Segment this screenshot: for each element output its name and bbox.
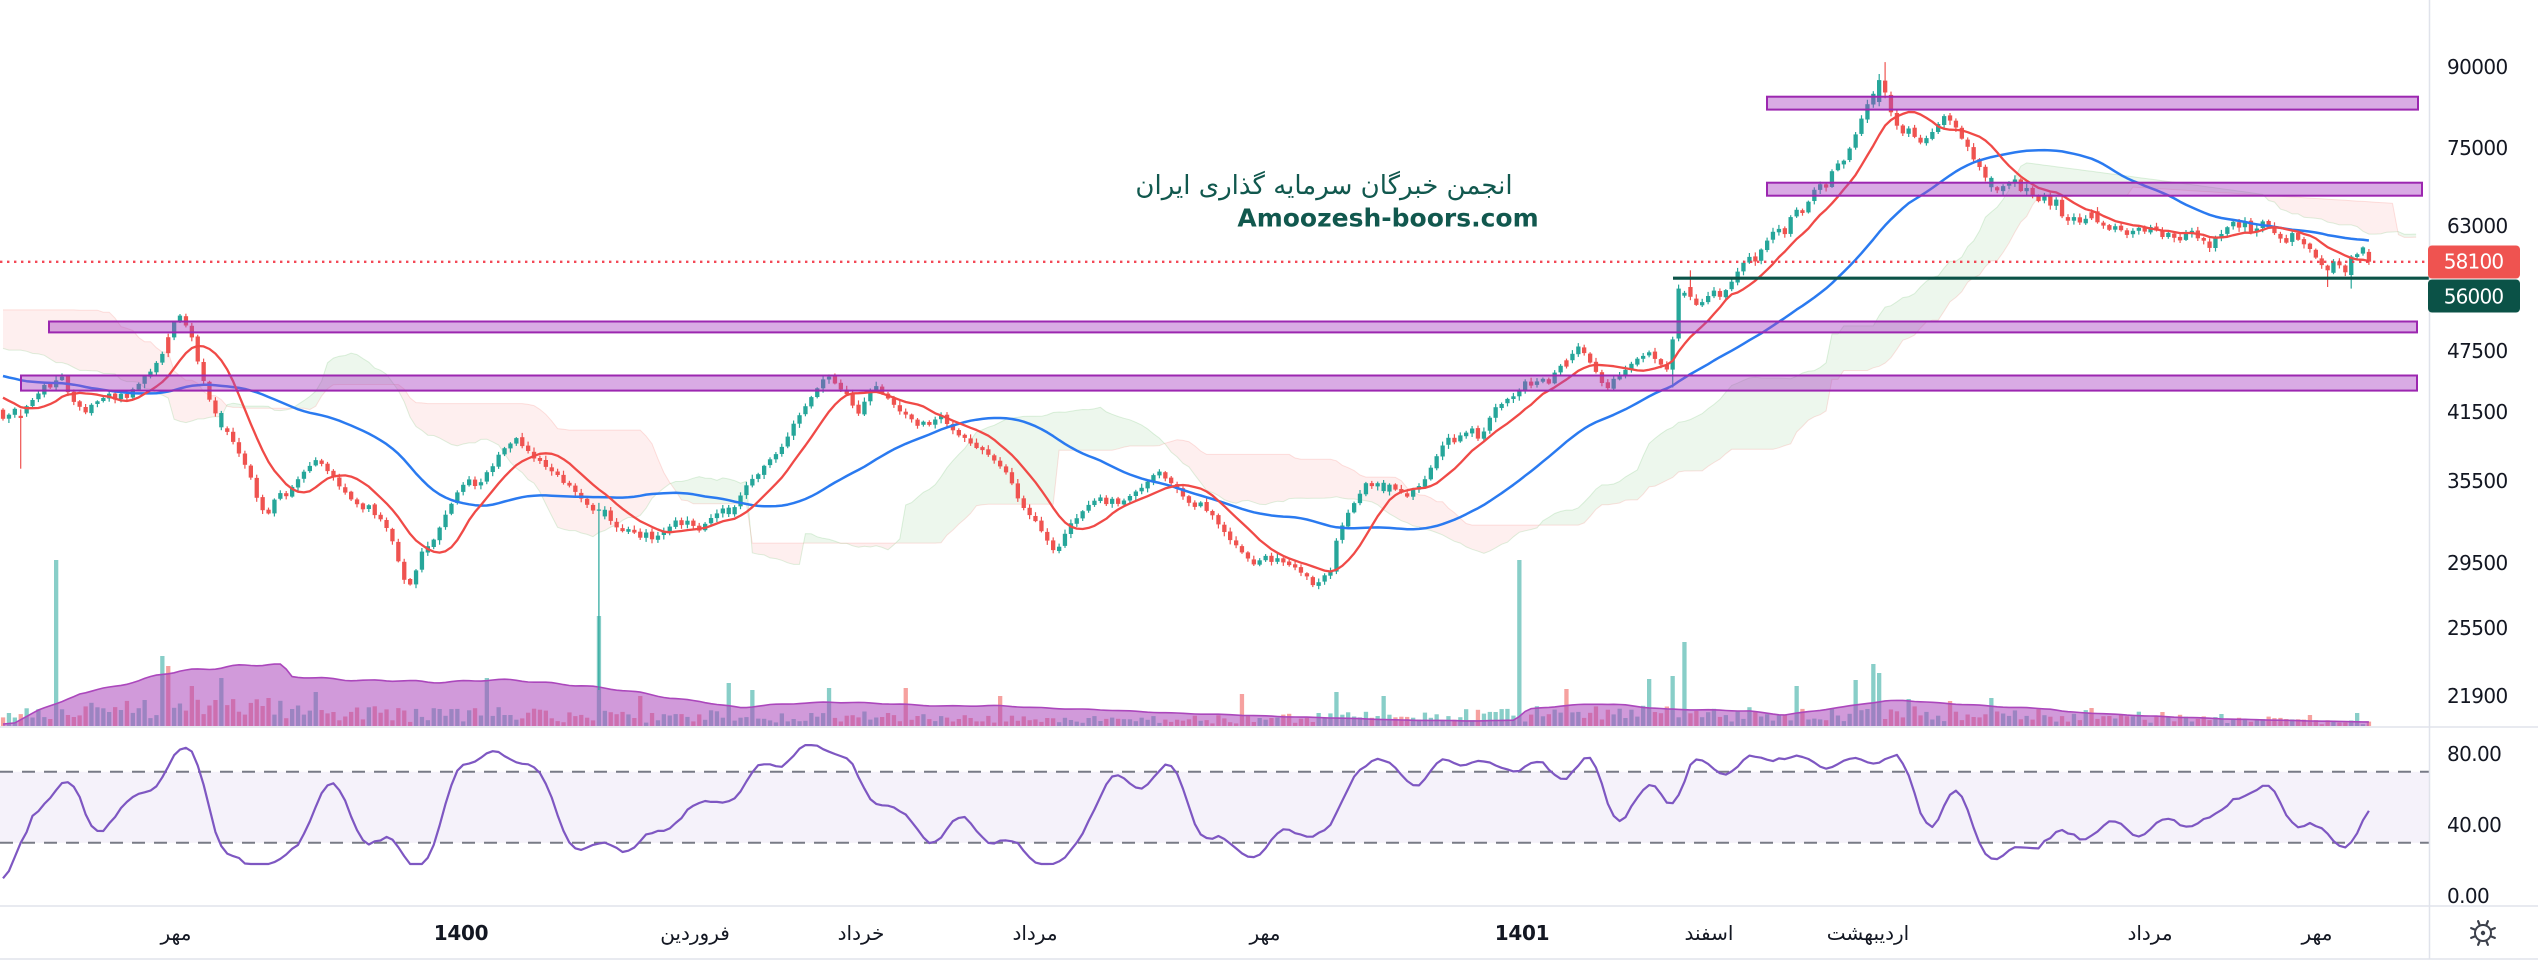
price-tick-label: 47500 [2447,339,2508,364]
time-tick-label: اردیبهشت [1826,921,1910,945]
ichimoku-cloud-bearish [840,543,896,550]
ichimoku-cloud-bullish [803,533,841,544]
supply-demand-zone[interactable] [1766,95,2419,111]
main-pane[interactable] [0,62,2430,726]
time-tick-label: خرداد [837,921,885,945]
volume-ma-line [2,663,2369,725]
ma-slow-line[interactable] [2,148,2370,531]
ichimoku-cloud-bearish [271,408,293,411]
ichimoku-cloud-bullish [1539,162,2264,526]
last-price-tag: 58100 [2427,245,2520,279]
candlestick-series[interactable] [0,62,2372,690]
time-tick-label: مهر [2301,921,2333,945]
supply-demand-zone[interactable] [1766,181,2423,197]
price-tick-label: 41500 [2447,399,2508,424]
ichimoku-cloud-bearish [750,531,804,565]
price-tick-label: 29500 [2447,551,2508,576]
ichimoku-cloud-bullish [2397,231,2417,238]
time-tick-label: 1401 [1494,921,1550,945]
time-tick-label: مهر [1249,921,1281,945]
price-tick-label: 25500 [2447,616,2508,641]
ichimoku-cloud-bearish [3,309,227,423]
time-tick-label: 1400 [433,921,489,945]
price-tick-label: 35500 [2447,469,2508,493]
time-tick-label: اسفند [1684,921,1734,945]
ichimoku-cloud-bearish [2263,195,2398,235]
watermark-line2: Amoozesh-boors.com [1237,203,1539,233]
supply-demand-zone[interactable] [20,374,2418,392]
volume-ma-area [3,664,2369,726]
time-tick-label: فروردین [660,921,730,945]
ichimoku-cloud-bearish [393,384,671,537]
time-tick-label: مرداد [2127,921,2173,945]
rsi-band [0,771,2430,843]
axis-settings-gear-icon[interactable] [2466,916,2500,950]
rsi-pane[interactable] [0,744,2430,879]
ichimoku-cloud-bullish [226,403,272,409]
rsi-tick-label: 0.00 [2447,884,2490,908]
supply-demand-zone[interactable] [48,320,2418,334]
price-tick-label: 21900 [2447,684,2508,708]
time-tick-label: مرداد [1012,921,1058,945]
price-tick-label: 63000 [2447,213,2508,238]
ichimoku-cloud-bullish [292,353,394,410]
rsi-line[interactable] [2,744,2370,879]
price-tick-label: 90000 [2447,55,2508,79]
rsi-tick-label: 40.00 [2447,813,2502,837]
price-tick-label: 75000 [2447,136,2508,161]
rsi-tick-label: 80.00 [2447,742,2502,766]
ichimoku-cloud-bullish [670,476,751,532]
time-tick-label: مهر [160,921,192,945]
ma-fast-line[interactable] [2,110,2370,573]
watermark-line1: انجمن خبرگان سرمایه گذاری ایران [1135,171,1513,201]
ichimoku-cloud-bearish [1164,439,1540,554]
horizontal-line-price-tag[interactable]: 56000 [2427,279,2520,313]
